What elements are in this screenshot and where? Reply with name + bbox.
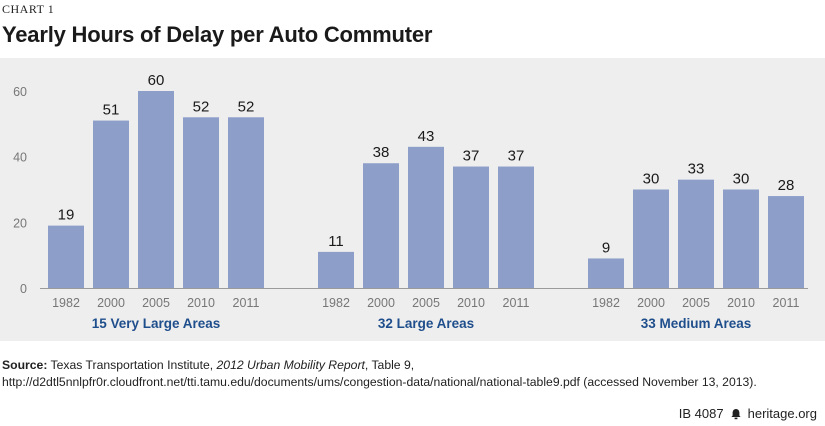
x-tick-label: 1982 bbox=[52, 296, 80, 310]
y-tick-label: 20 bbox=[13, 216, 27, 230]
bar bbox=[318, 251, 354, 288]
bar bbox=[588, 258, 624, 288]
x-tick-label: 2000 bbox=[637, 296, 665, 310]
x-tick-label: 2005 bbox=[142, 296, 170, 310]
bar bbox=[633, 189, 669, 288]
heritage-link[interactable]: heritage.org bbox=[747, 406, 817, 421]
bar-value-label: 60 bbox=[148, 72, 165, 89]
source-text-before: Texas Transportation Institute, bbox=[47, 358, 217, 372]
bar-value-label: 33 bbox=[688, 161, 705, 178]
bar bbox=[93, 120, 129, 288]
brief-id: IB 4087 bbox=[678, 406, 724, 421]
bar bbox=[408, 146, 444, 288]
source-note: Source: Texas Transportation Institute, … bbox=[2, 357, 817, 391]
bar bbox=[363, 163, 399, 288]
bar bbox=[138, 91, 174, 288]
bar-value-label: 52 bbox=[193, 98, 210, 115]
x-tick-label: 2005 bbox=[682, 296, 710, 310]
bar bbox=[723, 189, 759, 288]
y-tick-label: 40 bbox=[13, 151, 27, 165]
bar bbox=[768, 196, 804, 288]
x-tick-label: 2010 bbox=[457, 296, 485, 310]
bar-value-label: 28 bbox=[778, 177, 795, 194]
chart-label: CHART 1 bbox=[2, 2, 55, 16]
group-label: 33 Medium Areas bbox=[641, 316, 752, 331]
bar bbox=[498, 166, 534, 288]
bar-value-label: 38 bbox=[373, 144, 390, 161]
bell-icon bbox=[731, 408, 741, 419]
bar-value-label: 11 bbox=[328, 233, 344, 250]
x-tick-label: 2011 bbox=[233, 296, 260, 310]
bar-value-label: 19 bbox=[58, 207, 75, 224]
chart-title: Yearly Hours of Delay per Auto Commuter bbox=[2, 22, 433, 47]
x-tick-label: 2010 bbox=[187, 296, 215, 310]
bar bbox=[678, 179, 714, 288]
x-tick-label: 2000 bbox=[367, 296, 395, 310]
bar-value-label: 37 bbox=[508, 148, 525, 165]
bar bbox=[228, 117, 264, 289]
source-text-after: , Table 9, http://d2dtl5nnlpfr0r.cloudfr… bbox=[2, 358, 757, 389]
source-label: Source: bbox=[2, 358, 48, 372]
bar-value-label: 43 bbox=[418, 128, 435, 145]
group-label: 15 Very Large Areas bbox=[92, 316, 221, 331]
x-tick-label: 2011 bbox=[773, 296, 800, 310]
source-report-title: 2012 Urban Mobility Report bbox=[216, 358, 365, 372]
x-tick-label: 2010 bbox=[727, 296, 755, 310]
bar bbox=[183, 117, 219, 289]
footer: IB 4087 heritage.org bbox=[679, 406, 817, 421]
bar bbox=[453, 166, 489, 288]
group-label: 32 Large Areas bbox=[378, 316, 474, 331]
y-tick-label: 60 bbox=[13, 85, 27, 99]
bar-chart: 0 20 40 60 19 1982 51 2000 60 2005 52 2010 52 2011 15 … bbox=[13, 72, 808, 331]
bar-value-label: 52 bbox=[238, 98, 255, 115]
x-tick-label: 2011 bbox=[503, 296, 530, 310]
x-tick-label: 1982 bbox=[592, 296, 620, 310]
bar-value-label: 37 bbox=[463, 148, 480, 165]
x-tick-label: 1982 bbox=[322, 296, 350, 310]
bar-value-label: 51 bbox=[103, 102, 120, 119]
bar-value-label: 30 bbox=[643, 171, 660, 188]
bar-value-label: 30 bbox=[733, 171, 750, 188]
x-tick-label: 2005 bbox=[412, 296, 440, 310]
y-tick-label: 0 bbox=[20, 282, 27, 296]
bar-value-label: 9 bbox=[602, 239, 610, 256]
x-tick-label: 2000 bbox=[97, 296, 125, 310]
bar bbox=[48, 225, 84, 288]
